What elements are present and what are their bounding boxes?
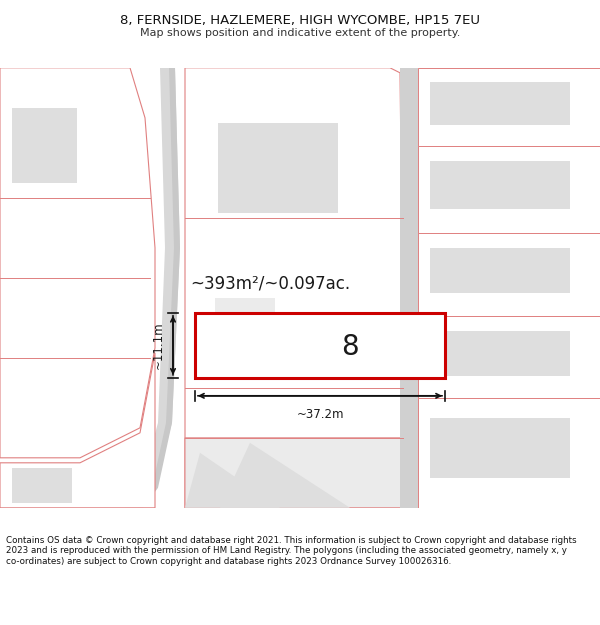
FancyBboxPatch shape (430, 331, 570, 376)
Polygon shape (125, 68, 180, 508)
FancyBboxPatch shape (418, 398, 600, 508)
Text: 8, FERNSIDE, HAZLEMERE, HIGH WYCOMBE, HP15 7EU: 8, FERNSIDE, HAZLEMERE, HIGH WYCOMBE, HP… (120, 14, 480, 27)
Text: ~37.2m: ~37.2m (296, 408, 344, 421)
Text: Map shows position and indicative extent of the property.: Map shows position and indicative extent… (140, 28, 460, 38)
FancyBboxPatch shape (430, 82, 570, 125)
FancyBboxPatch shape (418, 68, 600, 146)
Text: ~11.1m: ~11.1m (152, 321, 165, 369)
Polygon shape (185, 438, 405, 508)
FancyBboxPatch shape (418, 316, 600, 398)
Text: 8: 8 (341, 332, 359, 361)
Polygon shape (185, 68, 405, 508)
FancyBboxPatch shape (215, 298, 275, 348)
FancyBboxPatch shape (430, 248, 570, 293)
FancyBboxPatch shape (418, 146, 600, 232)
FancyBboxPatch shape (218, 122, 338, 212)
Text: ~393m²/~0.097ac.: ~393m²/~0.097ac. (190, 275, 350, 292)
Polygon shape (0, 352, 155, 508)
Polygon shape (185, 452, 280, 508)
Text: Contains OS data © Crown copyright and database right 2021. This information is : Contains OS data © Crown copyright and d… (6, 536, 577, 566)
FancyBboxPatch shape (12, 107, 77, 182)
Polygon shape (138, 68, 180, 508)
FancyBboxPatch shape (12, 468, 72, 502)
FancyBboxPatch shape (400, 68, 418, 508)
FancyBboxPatch shape (430, 161, 570, 209)
FancyBboxPatch shape (195, 312, 445, 378)
FancyBboxPatch shape (430, 418, 570, 478)
FancyBboxPatch shape (418, 232, 600, 316)
Polygon shape (220, 442, 350, 508)
Polygon shape (0, 68, 155, 458)
